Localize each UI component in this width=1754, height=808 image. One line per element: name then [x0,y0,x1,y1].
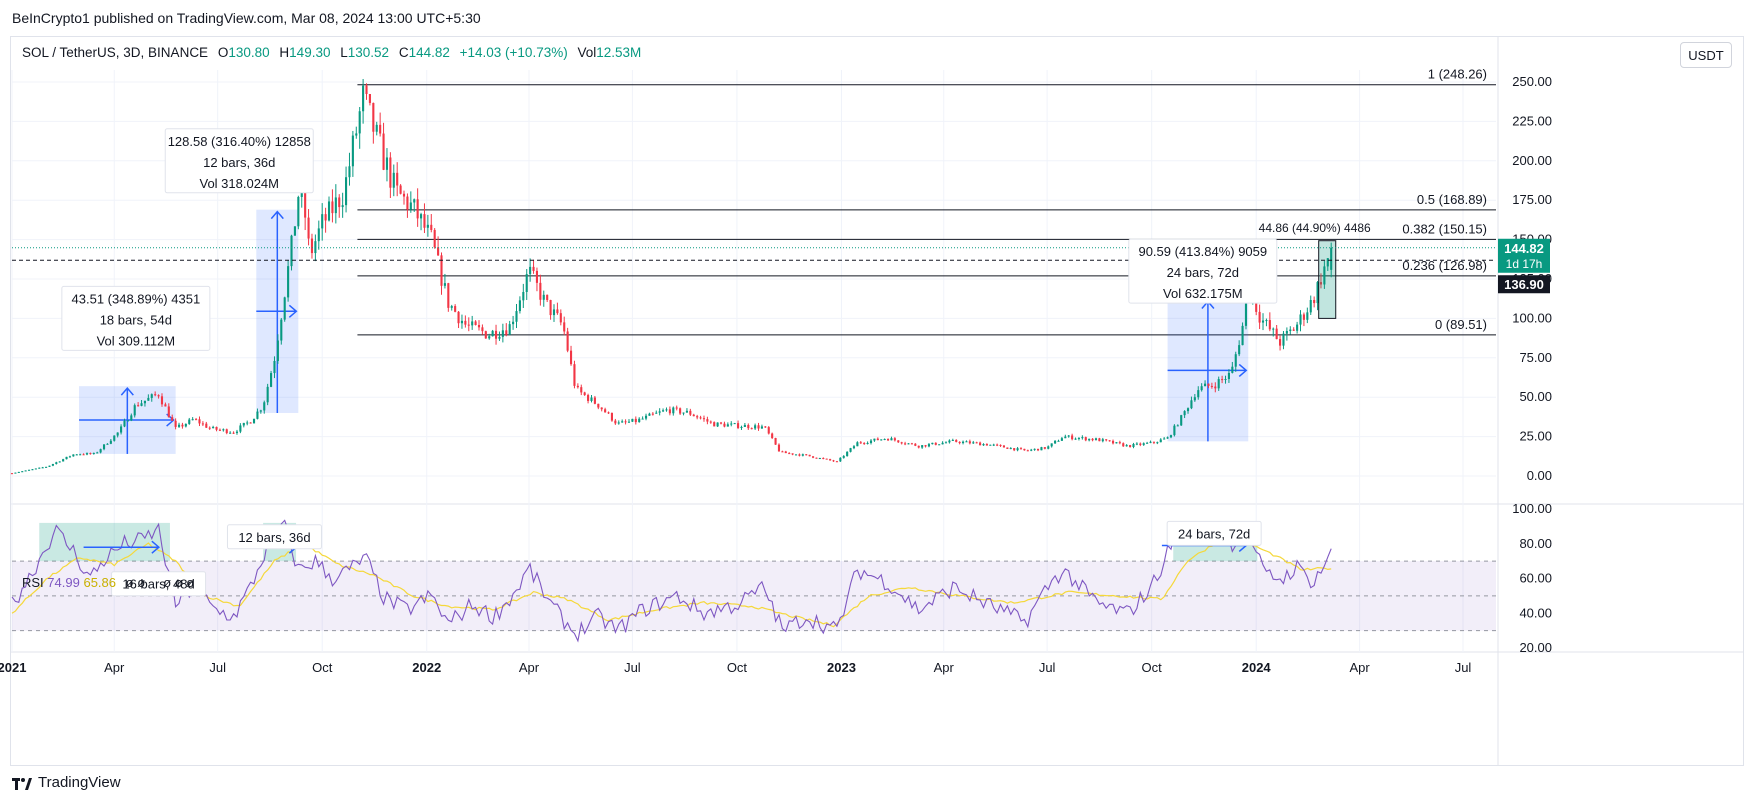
tradingview-logo-icon [12,777,32,790]
low-value: 130.52 [347,45,390,60]
rsi-legend: RSI 74.99 65.86 ø ø ø ø ø [22,575,194,590]
rsi-value: 74.99 [47,575,80,590]
symbol-name: SOL / TetherUS, 3D, BINANCE [22,45,209,60]
open-label: O [217,45,229,60]
change-value: +14.03 (+10.73%) [459,45,568,60]
high-value: 149.30 [289,45,331,60]
vol-value: 12.53M [596,45,642,60]
tradingview-brand[interactable]: TradingView [12,774,121,791]
high-label: H [279,45,290,60]
open-value: 130.80 [228,45,270,60]
close-label: C [398,45,409,60]
chart-frame [10,36,1744,766]
close-value: 144.82 [408,45,450,60]
brand-text: TradingView [38,774,121,791]
symbol-header: SOL / TetherUS, 3D, BINANCE O130.80 H149… [22,45,641,60]
rsi-ma-value: 65.86 [83,575,117,590]
attribution: BeInCrypto1 published on TradingView.com… [12,10,481,26]
low-label: L [340,45,348,60]
rsi-label: RSI [22,575,44,590]
vol-label: Vol [577,45,597,60]
rsi-extra: ø ø ø ø ø [125,575,195,590]
currency-button[interactable]: USDT [1680,42,1732,68]
